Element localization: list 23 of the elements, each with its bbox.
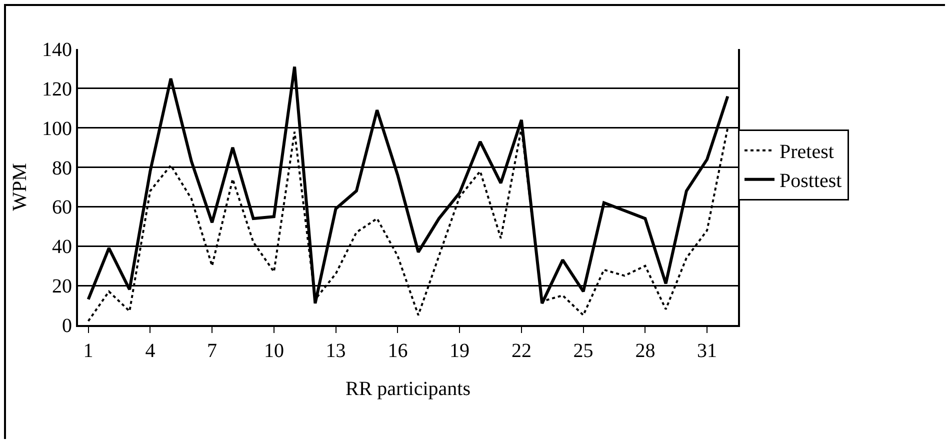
- x-tick-label: 10: [264, 340, 284, 362]
- x-tick-label: 13: [326, 340, 346, 362]
- y-axis-title: WPM: [9, 162, 31, 211]
- x-tick-label: 4: [145, 340, 156, 362]
- x-tick-label: 7: [207, 340, 218, 362]
- x-tick-label: 22: [511, 340, 532, 362]
- x-axis-title: RR participants: [346, 378, 471, 400]
- x-tick-label: 19: [450, 340, 470, 362]
- x-tick-label: 1: [83, 340, 94, 362]
- y-tick-label: 100: [42, 118, 72, 140]
- x-tick-label: 28: [635, 340, 656, 362]
- y-tick-label: 20: [52, 276, 72, 298]
- x-tick-label: 16: [388, 340, 408, 362]
- y-tick-label: 120: [42, 78, 72, 100]
- x-tick-label: 31: [697, 340, 718, 362]
- legend-label: Posttest: [780, 170, 842, 192]
- x-tick-label: 25: [573, 340, 594, 362]
- y-tick-label: 140: [42, 39, 72, 61]
- y-tick-label: 60: [52, 196, 72, 219]
- y-tick-label: 40: [52, 236, 72, 258]
- legend-label: Pretest: [780, 141, 834, 164]
- y-tick-label: 0: [62, 315, 72, 337]
- y-tick-label: 80: [52, 157, 72, 180]
